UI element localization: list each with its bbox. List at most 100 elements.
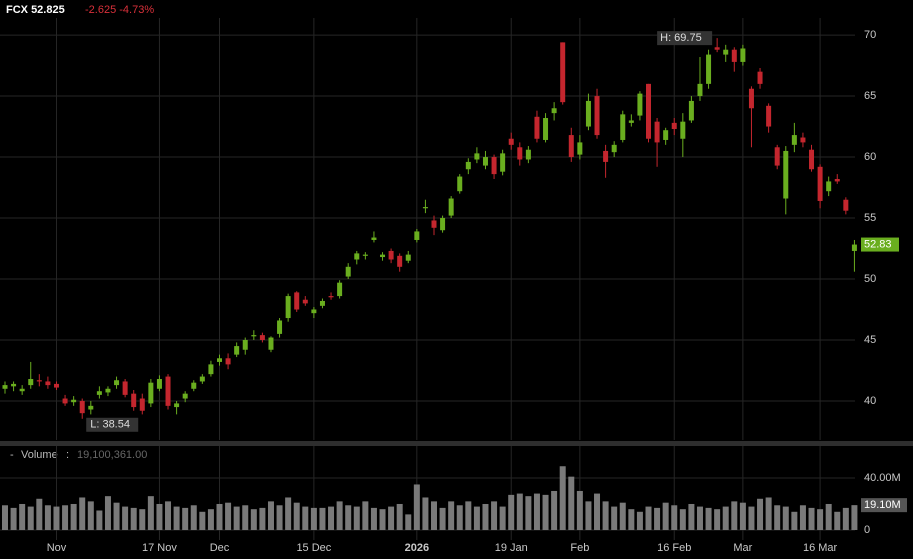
candle-body bbox=[697, 83, 703, 97]
volume-bar bbox=[834, 511, 841, 530]
y-tick-label: 55 bbox=[864, 212, 876, 224]
x-tick-label: 15 Dec bbox=[296, 542, 331, 554]
volume-bar bbox=[748, 506, 755, 530]
candle-body bbox=[611, 144, 617, 153]
candle-body bbox=[79, 400, 85, 414]
candle-body bbox=[766, 105, 772, 127]
volume-bar bbox=[379, 509, 386, 530]
volume-bar bbox=[628, 509, 635, 530]
volume-bar bbox=[156, 503, 163, 530]
volume-bar bbox=[422, 497, 429, 530]
candle-body bbox=[199, 376, 205, 382]
candle-body bbox=[285, 296, 291, 319]
volume-bar bbox=[791, 511, 798, 530]
volume-tag-label: 19.10M bbox=[864, 499, 901, 511]
low-label: L: 38.54 bbox=[90, 419, 130, 431]
volume-bar bbox=[405, 514, 412, 530]
candle-body bbox=[217, 358, 222, 362]
x-tick-label: 19 Jan bbox=[495, 542, 528, 554]
volume-bar bbox=[302, 506, 309, 530]
y-tick-label: 45 bbox=[864, 334, 876, 346]
volume-bar bbox=[602, 501, 609, 530]
candle-body bbox=[620, 114, 626, 140]
volume-bar bbox=[542, 494, 549, 530]
candle-body bbox=[45, 381, 51, 386]
candle-body bbox=[62, 398, 68, 404]
volume-bar bbox=[27, 506, 34, 530]
candle-body bbox=[259, 335, 265, 340]
volume-bar bbox=[654, 507, 661, 530]
candle-body bbox=[491, 157, 497, 175]
candle-body bbox=[783, 150, 789, 199]
volume-bar bbox=[242, 505, 249, 530]
volume-bar bbox=[310, 507, 317, 530]
volume-bar bbox=[2, 505, 8, 530]
volume-bar bbox=[439, 507, 446, 530]
volume-bar bbox=[285, 497, 292, 530]
volume-bar bbox=[559, 466, 566, 530]
candle-body bbox=[740, 48, 746, 62]
title: FCX bbox=[6, 4, 29, 16]
volume-bar bbox=[36, 498, 43, 530]
candle-body bbox=[568, 135, 574, 158]
candle-body bbox=[294, 292, 300, 310]
candle-body bbox=[114, 380, 120, 386]
volume-tag bbox=[861, 498, 907, 513]
candle-body bbox=[414, 231, 420, 240]
volume-bar bbox=[516, 493, 523, 530]
volume-title: Volume bbox=[21, 449, 58, 461]
candle-body bbox=[422, 207, 428, 209]
volume-bar bbox=[267, 501, 274, 530]
candle-body bbox=[826, 181, 832, 192]
x-tick-label: Dec bbox=[210, 542, 230, 554]
x-tick-label: 16 Mar bbox=[803, 542, 838, 554]
candle-body bbox=[688, 100, 694, 121]
candle-body bbox=[234, 346, 240, 355]
volume-bar bbox=[396, 503, 403, 530]
candle-body bbox=[11, 383, 17, 387]
volume-bar bbox=[499, 506, 506, 530]
volume-bar bbox=[431, 501, 437, 530]
collapse-icon[interactable]: - bbox=[10, 449, 14, 461]
candle-body bbox=[843, 199, 849, 211]
change-value: -2.625 bbox=[85, 4, 116, 16]
symbol: FCX 52.825 bbox=[6, 4, 65, 16]
candle-body bbox=[517, 147, 523, 160]
candle-body bbox=[431, 220, 437, 228]
volume-bar bbox=[765, 497, 772, 530]
volume-bar bbox=[808, 507, 815, 530]
change: -2.625 -4.73% bbox=[85, 4, 154, 16]
candle-body bbox=[543, 118, 549, 140]
volume-bar bbox=[533, 493, 540, 530]
candle-body bbox=[174, 403, 180, 408]
volume-bar bbox=[113, 502, 120, 530]
volume-bar bbox=[473, 506, 480, 530]
candle-body bbox=[96, 391, 102, 395]
volume-bar bbox=[585, 501, 592, 530]
candle-body bbox=[139, 398, 145, 411]
candle-body bbox=[156, 379, 162, 389]
volume-bar bbox=[714, 509, 721, 530]
candle-body bbox=[834, 178, 840, 182]
y-tick-label: 50 bbox=[864, 273, 876, 285]
candle-body bbox=[388, 250, 394, 260]
volume-bar bbox=[448, 501, 455, 530]
candle-body bbox=[551, 108, 557, 114]
candle-body bbox=[457, 176, 463, 192]
volume-bar bbox=[62, 505, 69, 530]
x-tick-label: 2026 bbox=[405, 542, 429, 554]
volume-bar bbox=[782, 506, 789, 530]
candle-body bbox=[448, 198, 454, 216]
volume-bar bbox=[568, 476, 575, 530]
volume-bar bbox=[147, 496, 154, 530]
volume-bar bbox=[851, 505, 858, 530]
volume-bar bbox=[774, 505, 781, 530]
volume-bar bbox=[207, 509, 214, 530]
candle-body bbox=[371, 237, 377, 240]
candle-body bbox=[706, 54, 712, 84]
volume-bar bbox=[122, 506, 129, 530]
candle-body bbox=[714, 47, 720, 50]
candle-body bbox=[225, 358, 231, 365]
volume-bar bbox=[362, 501, 369, 530]
candle-body bbox=[131, 393, 137, 408]
